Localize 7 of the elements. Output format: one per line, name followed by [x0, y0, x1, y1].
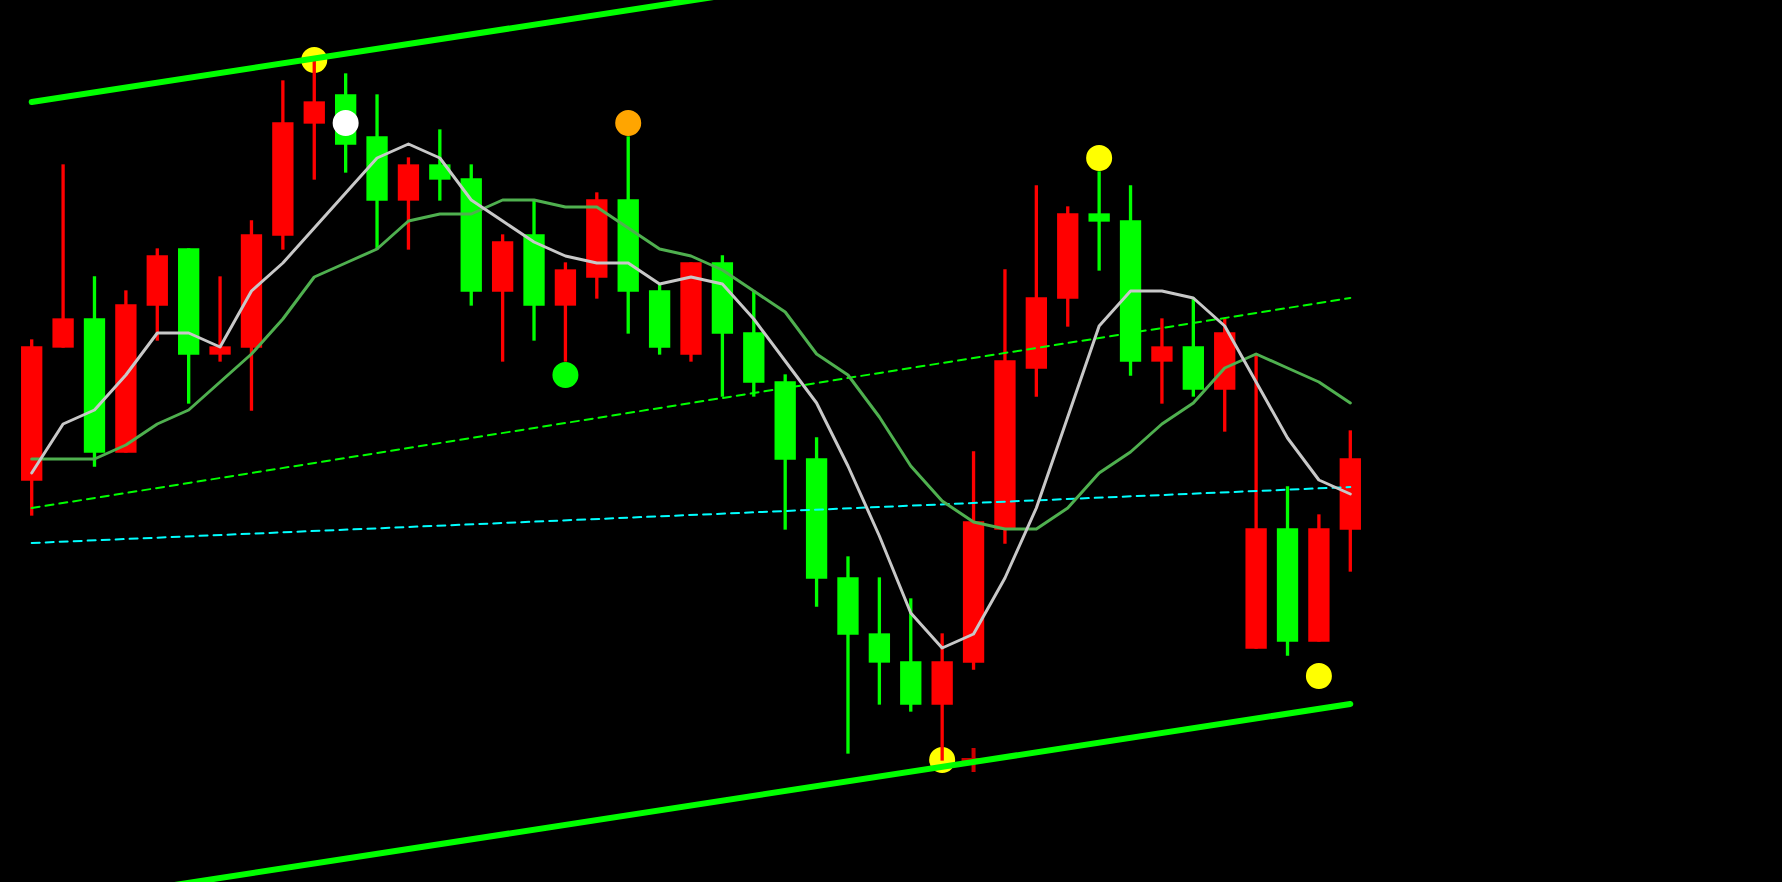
point [615, 110, 642, 136]
candlestick [1088, 171, 1110, 271]
point [332, 110, 359, 136]
point [1086, 145, 1113, 171]
point [552, 362, 579, 388]
candlestick [209, 276, 231, 362]
point [1305, 663, 1332, 689]
